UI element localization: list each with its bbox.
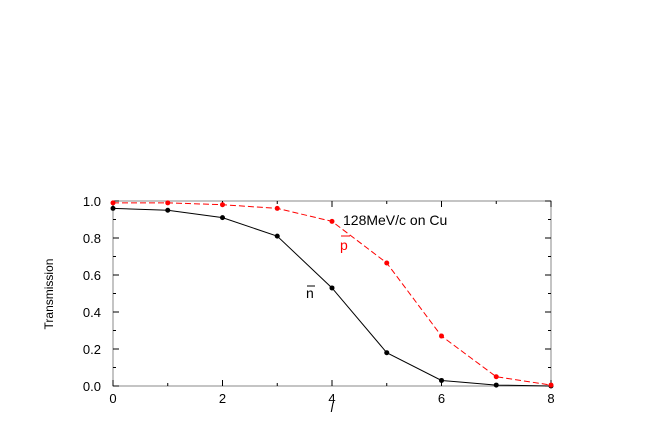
data-point (110, 200, 116, 206)
y-tick-label: 0.6 (83, 268, 101, 283)
x-axis-label: l (331, 400, 335, 415)
y-tick-label: 0.8 (83, 231, 101, 246)
data-point (493, 374, 499, 380)
x-tick-label: 0 (109, 391, 116, 406)
data-point (439, 377, 444, 383)
series-1 (110, 200, 554, 388)
data-point (548, 382, 554, 388)
series-label-pbar: p (340, 235, 350, 253)
y-tick-label: 1.0 (83, 194, 101, 209)
data-point (384, 350, 390, 356)
data-point (384, 260, 390, 266)
y-tick-label: 0.0 (83, 379, 101, 394)
data-point (220, 202, 225, 208)
data-point (165, 207, 171, 213)
series-label-nbar: n (306, 285, 315, 301)
y-tick-label: 0.4 (83, 305, 101, 320)
data-point (329, 218, 335, 224)
data-point (493, 382, 499, 388)
x-tick-label: 4 (328, 391, 335, 406)
data-point (165, 200, 171, 206)
data-point (329, 285, 335, 291)
series-0 (110, 205, 554, 389)
data-point (439, 333, 444, 339)
y-axis-label: Transmission (42, 259, 56, 330)
annotation-text: 128MeV/c on Cu (343, 212, 447, 228)
data-point (274, 233, 280, 239)
svg-text:p: p (340, 237, 348, 253)
data-series (110, 200, 554, 389)
data-point (274, 205, 280, 211)
plot-frame (112, 200, 552, 387)
x-tick-label: 8 (547, 391, 554, 406)
svg-text:n: n (306, 285, 314, 301)
axis-ticks: 0 2 4 6 8 0.0 0.2 0.4 0.6 0.8 1.0 (83, 194, 555, 406)
y-tick-label: 0.2 (83, 342, 101, 357)
data-point (110, 205, 116, 211)
x-tick-label: 6 (438, 391, 445, 406)
x-tick-label: 2 (219, 391, 226, 406)
data-point (220, 215, 225, 221)
